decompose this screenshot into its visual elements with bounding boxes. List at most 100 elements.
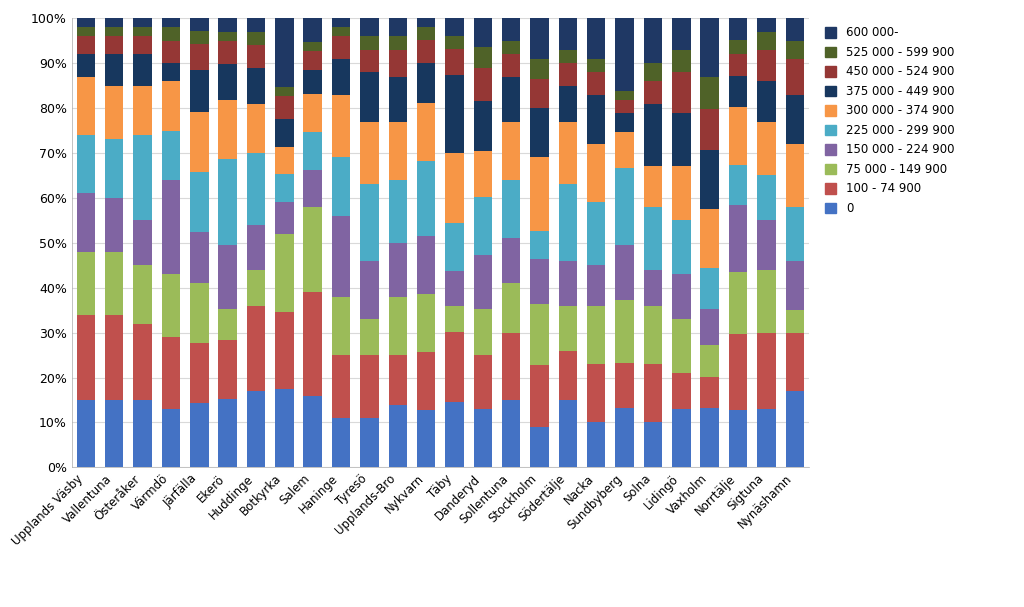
- Bar: [559, 50, 578, 63]
- Bar: [785, 144, 804, 207]
- Bar: [332, 18, 350, 27]
- Bar: [162, 81, 180, 131]
- Bar: [445, 306, 464, 332]
- Bar: [559, 121, 578, 185]
- Bar: [218, 100, 237, 159]
- Bar: [700, 77, 719, 109]
- Bar: [77, 400, 95, 467]
- Bar: [218, 341, 237, 399]
- Bar: [162, 337, 180, 409]
- Bar: [105, 54, 124, 86]
- Bar: [417, 41, 435, 63]
- Bar: [275, 87, 294, 96]
- Bar: [644, 207, 663, 270]
- Bar: [275, 119, 294, 146]
- Bar: [729, 410, 748, 467]
- Bar: [587, 265, 605, 306]
- Bar: [360, 319, 379, 355]
- Bar: [530, 304, 549, 365]
- Bar: [162, 41, 180, 63]
- Bar: [247, 306, 265, 391]
- Bar: [700, 109, 719, 150]
- Bar: [502, 333, 520, 400]
- Bar: [388, 243, 407, 297]
- Bar: [587, 144, 605, 202]
- Bar: [275, 234, 294, 311]
- Bar: [417, 236, 435, 294]
- Bar: [474, 256, 493, 310]
- Bar: [77, 36, 95, 54]
- Bar: [247, 67, 265, 104]
- Bar: [162, 180, 180, 274]
- Bar: [162, 274, 180, 337]
- Bar: [190, 18, 209, 31]
- Bar: [445, 402, 464, 467]
- Bar: [332, 59, 350, 95]
- Bar: [672, 274, 690, 319]
- Bar: [445, 75, 464, 154]
- Bar: [559, 351, 578, 400]
- Bar: [303, 70, 322, 94]
- Bar: [757, 220, 775, 270]
- Bar: [587, 18, 605, 59]
- Bar: [360, 18, 379, 36]
- Bar: [133, 400, 152, 467]
- Bar: [360, 261, 379, 319]
- Bar: [757, 409, 775, 467]
- Bar: [417, 103, 435, 160]
- Bar: [247, 391, 265, 467]
- Bar: [757, 50, 775, 81]
- Bar: [275, 202, 294, 234]
- Bar: [672, 373, 690, 409]
- Bar: [474, 151, 493, 197]
- Bar: [785, 261, 804, 310]
- Bar: [785, 41, 804, 59]
- Bar: [190, 403, 209, 467]
- Bar: [133, 27, 152, 36]
- Bar: [757, 270, 775, 333]
- Bar: [388, 18, 407, 36]
- Bar: [615, 245, 634, 299]
- Bar: [474, 310, 493, 355]
- Bar: [445, 271, 464, 306]
- Bar: [700, 345, 719, 377]
- Bar: [388, 297, 407, 355]
- Bar: [417, 160, 435, 236]
- Bar: [587, 364, 605, 422]
- Bar: [672, 112, 690, 166]
- Bar: [332, 297, 350, 355]
- Bar: [275, 18, 294, 87]
- Bar: [530, 259, 549, 304]
- Bar: [303, 42, 322, 52]
- Bar: [332, 27, 350, 36]
- Bar: [133, 265, 152, 324]
- Bar: [672, 18, 690, 50]
- Bar: [77, 76, 95, 135]
- Bar: [133, 18, 152, 27]
- Bar: [133, 220, 152, 265]
- Bar: [303, 169, 322, 208]
- Bar: [190, 172, 209, 232]
- Bar: [77, 252, 95, 314]
- Bar: [388, 36, 407, 50]
- Bar: [700, 209, 719, 268]
- Bar: [785, 333, 804, 391]
- Bar: [644, 104, 663, 166]
- Bar: [247, 153, 265, 225]
- Bar: [247, 225, 265, 270]
- Bar: [332, 36, 350, 59]
- Bar: [218, 245, 237, 308]
- Bar: [700, 18, 719, 77]
- Bar: [275, 311, 294, 390]
- Bar: [729, 18, 748, 41]
- Bar: [615, 114, 634, 132]
- Bar: [502, 239, 520, 283]
- Bar: [785, 59, 804, 95]
- Bar: [615, 299, 634, 363]
- Bar: [644, 81, 663, 104]
- Bar: [644, 364, 663, 422]
- Bar: [644, 306, 663, 364]
- Bar: [77, 18, 95, 27]
- Bar: [672, 72, 690, 112]
- Bar: [785, 207, 804, 261]
